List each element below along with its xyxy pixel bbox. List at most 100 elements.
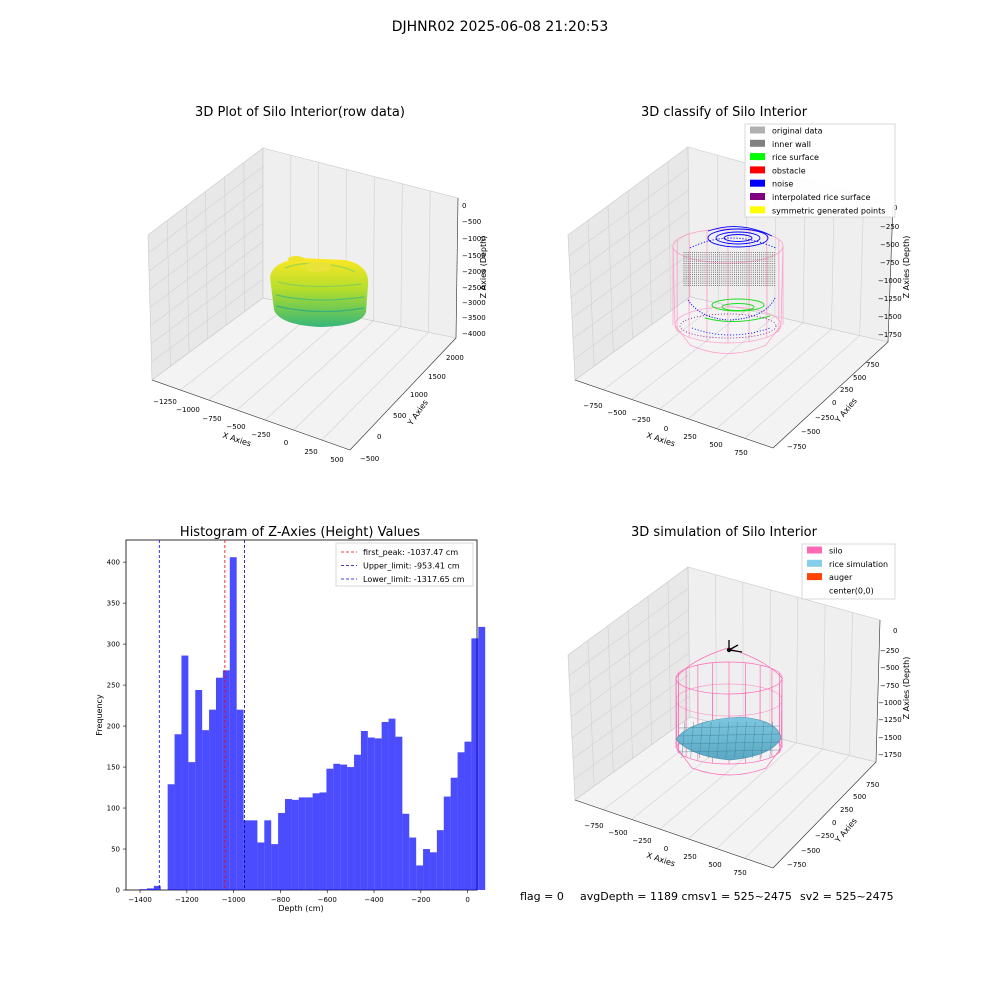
p4-ztick: −500 bbox=[880, 664, 899, 672]
p1-xtick: 0 bbox=[284, 439, 288, 447]
hist-ytick-label: 0 bbox=[116, 887, 120, 895]
legend-swatch bbox=[750, 166, 765, 173]
panel-histogram-title: Histogram of Z-Axies (Height) Values bbox=[180, 525, 420, 540]
hist-bar bbox=[395, 737, 402, 890]
p2-ytick: 750 bbox=[866, 361, 879, 369]
p4-ytick: 250 bbox=[840, 806, 853, 814]
p2-ztick: −250 bbox=[880, 223, 899, 231]
hist-xtick-label: 0 bbox=[465, 896, 469, 904]
p2-xlabel: X Axies bbox=[645, 431, 676, 449]
p4-xtick: 0 bbox=[664, 845, 668, 853]
p1-ytick: 1000 bbox=[410, 391, 428, 399]
panel-histogram: Histogram of Z-Axies (Height) Values −14… bbox=[95, 525, 485, 913]
p4-ztick: −250 bbox=[880, 647, 899, 655]
p4-ztick: −1250 bbox=[878, 716, 902, 724]
hist-bar bbox=[340, 765, 347, 890]
p1-xtick: −500 bbox=[226, 423, 245, 431]
hist-bar bbox=[264, 820, 271, 890]
p2-ztick: −1500 bbox=[878, 313, 902, 321]
footer-flag: flag = 0 bbox=[520, 890, 564, 903]
p2-ytick: 500 bbox=[853, 374, 866, 382]
p1-ztick: −3500 bbox=[462, 314, 486, 322]
p1-ztick: −3000 bbox=[462, 299, 486, 307]
hist-bar bbox=[175, 734, 182, 890]
p4-xtick: −750 bbox=[584, 822, 603, 830]
p2-ztick: −1750 bbox=[878, 331, 902, 339]
p4-ytick: 0 bbox=[832, 819, 836, 827]
p4-xtick: −250 bbox=[632, 837, 651, 845]
hist-bar bbox=[375, 738, 382, 890]
p4-zlabel: Z Axies (Depth) bbox=[902, 657, 911, 720]
footer-avg-depth: avgDepth = 1189 cmsv1 = 525~2475 bbox=[580, 890, 792, 903]
p4-xtick: 750 bbox=[733, 869, 746, 877]
p1-ztick: −4000 bbox=[462, 330, 486, 338]
hist-ytick-label: 50 bbox=[111, 846, 120, 854]
p2-xtick: −500 bbox=[607, 409, 626, 417]
figure-suptitle: DJHNR02 2025-06-08 21:20:53 bbox=[392, 19, 609, 35]
hist-xtick-label: −200 bbox=[411, 896, 430, 904]
hist-legend-label: Lower_limit: -1317.65 cm bbox=[363, 575, 465, 584]
p2-xtick: 750 bbox=[734, 449, 747, 457]
hist-bar bbox=[382, 722, 389, 890]
p4-ztick: −1750 bbox=[878, 751, 902, 759]
p1-ylabel: Y Axies bbox=[405, 398, 430, 428]
hist-ytick-label: 300 bbox=[107, 641, 120, 649]
p2-ylabel: Y Axies bbox=[833, 396, 859, 425]
p1-xtick: 500 bbox=[330, 456, 343, 464]
hist-bar bbox=[409, 838, 416, 890]
hist-bar bbox=[451, 778, 458, 890]
hist-bar bbox=[230, 557, 237, 890]
p4-zaxis: 0 −250 −500 −750 −1000 −1250 −1500 −1750… bbox=[876, 620, 911, 762]
hist-bar bbox=[278, 813, 285, 890]
p4-ytick: −750 bbox=[787, 861, 806, 869]
hist-bar bbox=[188, 762, 195, 890]
hist-ytick-label: 400 bbox=[107, 559, 120, 567]
hist-bar bbox=[299, 797, 306, 890]
hist-bar bbox=[181, 656, 188, 890]
hist-bar bbox=[154, 886, 161, 890]
hist-bar bbox=[257, 842, 264, 890]
footer-stats: flag = 0 avgDepth = 1189 cmsv1 = 525~247… bbox=[520, 890, 894, 903]
p4-ytick: −500 bbox=[801, 847, 820, 855]
legend-swatch bbox=[750, 127, 765, 134]
p2-xtick: 0 bbox=[664, 425, 668, 433]
hist-bar bbox=[389, 719, 396, 890]
panel-simulation: 3D simulation of Silo Interior bbox=[568, 525, 911, 877]
p4-ytick: −250 bbox=[815, 832, 834, 840]
hist-bar bbox=[478, 627, 485, 890]
legend-swatch bbox=[807, 560, 822, 567]
hist-xtick-label: −600 bbox=[318, 896, 337, 904]
legend-swatch bbox=[750, 140, 765, 147]
hist-xtick-label: −1400 bbox=[128, 896, 152, 904]
p2-ytick: 250 bbox=[840, 386, 853, 394]
hist-bar bbox=[195, 690, 202, 890]
hist-bar bbox=[216, 678, 223, 890]
hist-bar bbox=[271, 844, 278, 890]
hist-bar bbox=[285, 799, 292, 890]
legend-swatch bbox=[807, 547, 822, 554]
p4-ztick: 0 bbox=[893, 627, 897, 635]
hist-bar bbox=[202, 730, 209, 890]
p1-ytick: 1500 bbox=[428, 373, 446, 381]
footer-sv2: sv2 = 525~2475 bbox=[800, 890, 894, 903]
hist-ylabel: Frequency bbox=[95, 694, 104, 736]
p1-xtick: 250 bbox=[304, 448, 317, 456]
p4-xtick: −500 bbox=[608, 829, 627, 837]
hist-ytick-label: 150 bbox=[107, 764, 120, 772]
hist-bar bbox=[292, 800, 299, 890]
hist-bar bbox=[402, 814, 409, 890]
hist-bar bbox=[347, 767, 354, 890]
p1-zaxis: 0 −500 −1000 −1500 −2000 −2500 −3000 −35… bbox=[456, 198, 488, 338]
hist-bar bbox=[368, 738, 375, 890]
legend-label: auger bbox=[829, 573, 853, 582]
legend-label: inner wall bbox=[772, 140, 811, 149]
legend-swatch bbox=[750, 180, 765, 187]
hist-legend-label: first_peak: -1037.47 cm bbox=[363, 548, 458, 557]
p2-ytick: −250 bbox=[815, 414, 834, 422]
p1-xtick: −1250 bbox=[153, 398, 177, 406]
panel-classify-title: 3D classify of Silo Interior bbox=[641, 105, 808, 120]
hist-bar bbox=[209, 710, 216, 890]
p1-xlabel: X Axies bbox=[221, 431, 252, 449]
